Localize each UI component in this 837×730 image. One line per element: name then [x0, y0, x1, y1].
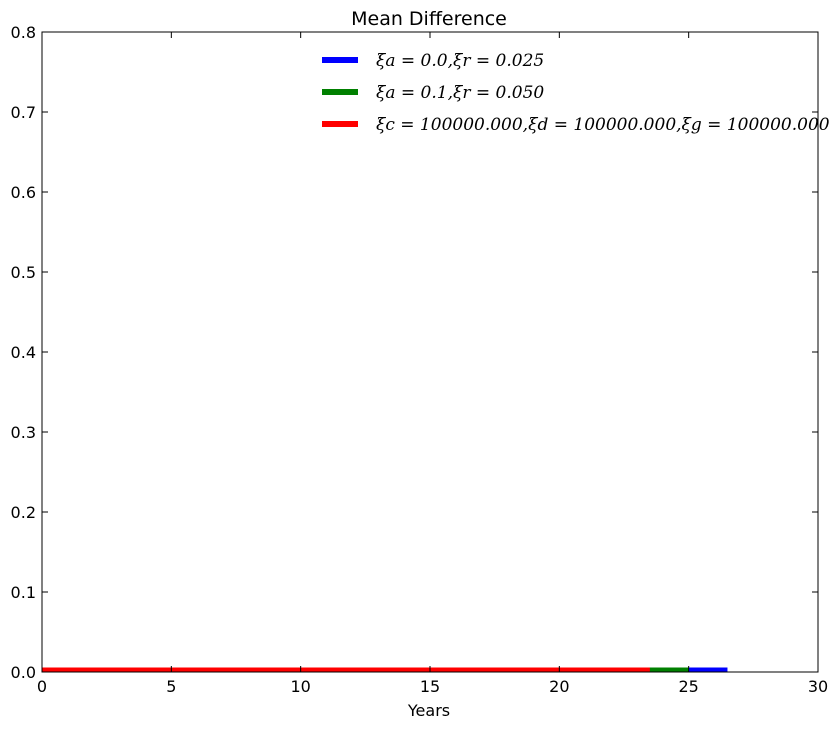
y-tick-label: 0.0	[11, 663, 36, 682]
x-axis-label: Years	[407, 701, 450, 720]
x-tick-label: 0	[37, 677, 47, 696]
legend-label-1: ξa = 0.1,ξr = 0.050	[376, 83, 544, 103]
legend-label-2: ξc = 100000.000,ξd = 100000.000,ξg = 100…	[376, 115, 830, 135]
x-tick-label: 5	[166, 677, 176, 696]
y-tick-label: 0.4	[11, 343, 36, 362]
y-tick-label: 0.1	[11, 583, 36, 602]
x-tick-label: 10	[290, 677, 310, 696]
ticks-layer: 0 5 10 15 20 25 30 0.0 0.1 0.2 0.3 0.4 0.5 0.6 0.7 0.8	[11, 23, 829, 696]
x-tick-label: 20	[549, 677, 569, 696]
x-tick-label: 30	[808, 677, 828, 696]
x-tick-label: 15	[420, 677, 440, 696]
y-tick-label: 0.3	[11, 423, 36, 442]
y-tick-label: 0.8	[11, 23, 36, 42]
legend-label-0: ξa = 0.0,ξr = 0.025	[376, 51, 544, 71]
y-tick-label: 0.2	[11, 503, 36, 522]
legend: ξa = 0.0,ξr = 0.025 ξa = 0.1,ξr = 0.050 ξc…	[322, 51, 830, 135]
y-tick-label: 0.5	[11, 263, 36, 282]
chart-title: Mean Difference	[351, 8, 507, 30]
y-tick-label: 0.7	[11, 103, 36, 122]
y-tick-label: 0.6	[11, 183, 36, 202]
x-tick-label: 25	[678, 677, 698, 696]
